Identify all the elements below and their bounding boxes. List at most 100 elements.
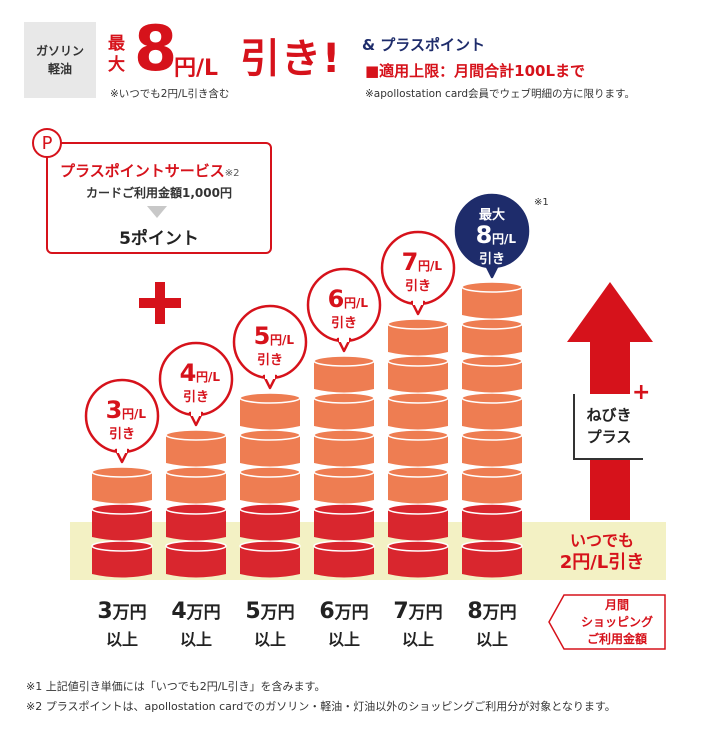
small-plus-icon: + [632, 380, 651, 405]
coin [314, 361, 374, 393]
coin [92, 546, 152, 578]
coin [240, 509, 300, 541]
max-value: 8 [134, 12, 178, 85]
tier-amount: 6万円 [307, 598, 381, 627]
tier-suffix: 以上 [253, 630, 286, 649]
coin-top [313, 466, 375, 478]
coin-top [461, 540, 523, 552]
discount-word: 引き! [240, 36, 342, 82]
discount-bubble: 4 円/L 引き [158, 341, 234, 427]
footnote-2: ※2 プラスポイントは、apollostation cardでのガソリン・軽油・… [26, 700, 616, 713]
bubble-discount-value: 5 [254, 322, 271, 350]
tier-amount: 7万円 [381, 598, 455, 627]
spend-label: 月間 ショッピング ご利用金額 [572, 597, 662, 648]
discount-bubble: 7 円/L 引き [380, 230, 456, 316]
coin [314, 509, 374, 541]
tier-label: 3万円 以上 [85, 598, 159, 653]
coin [240, 398, 300, 430]
tier-label: 5万円以上 [233, 598, 307, 653]
bubble-tail-mask [191, 411, 201, 416]
coin-top [387, 503, 449, 515]
bubble-tail-mask [339, 337, 349, 342]
tier-suffix: 以上 [475, 630, 508, 649]
tier-amount-unit: 万円 [408, 603, 443, 623]
always-line-2: 2円/L引き [559, 552, 645, 573]
coin [462, 472, 522, 504]
tier-amount-value: 6 [319, 599, 335, 624]
coin-top [239, 466, 301, 478]
bubble-word: 引き [257, 353, 283, 368]
coin-stack [239, 392, 301, 578]
coin [462, 324, 522, 356]
spend-label-line-2: ショッピング [580, 615, 653, 629]
bubble-discount-value: 4 [180, 359, 197, 387]
bubble-word: 引き [331, 316, 357, 331]
bubble-discount-value: 8 [476, 221, 493, 249]
bubble-prefix: 最大 [479, 207, 505, 223]
coin [388, 546, 448, 578]
tier-amount: 5万円 [233, 598, 307, 627]
coin [388, 435, 448, 467]
bubble-discount-value: 3 [106, 396, 123, 424]
coin-top [91, 466, 153, 478]
coin [314, 472, 374, 504]
coin-top [387, 540, 449, 552]
coin [388, 324, 448, 356]
always-note: ※いつでも2円/L引き含む [110, 88, 230, 100]
coin-top [91, 503, 153, 515]
coin [462, 546, 522, 578]
coin [166, 435, 226, 467]
tier-amount: 8万円 [455, 598, 529, 627]
bubble-discount-value: 6 [328, 285, 345, 313]
coin [462, 435, 522, 467]
coin-top [239, 540, 301, 552]
tier-amount-value: 7 [393, 599, 409, 624]
tier-amount: 3万円 [85, 598, 159, 627]
coin-top [461, 429, 523, 441]
coin-top [313, 540, 375, 552]
discount-bubble: 5 円/L 引き [232, 304, 308, 390]
coin-top [165, 503, 227, 515]
footnote-1: ※1 上記値引き単価には「いつでも2円/L引き」を含みます。 [26, 680, 326, 693]
spend-label-line-1: 月間 [604, 598, 629, 612]
service-points: 5ポイント [119, 229, 199, 249]
max-label: 最大 [108, 34, 125, 75]
bubble-unit: 円/L [344, 296, 368, 310]
discount-bubble: 最大8 円/L 引き ※1 [454, 193, 549, 279]
coin [314, 435, 374, 467]
coin-top [165, 429, 227, 441]
coin-top [239, 503, 301, 515]
tier-suffix: 以上 [179, 630, 212, 649]
always-discount-label: いつでも 2円/L引き [540, 530, 664, 574]
tier-label: 8万円以上 [455, 598, 529, 653]
bubble-unit: 円/L [196, 370, 220, 384]
coin-top [239, 429, 301, 441]
apollo-card-note: ※apollostation card会員でウェブ明細の方に限ります。 [365, 88, 636, 100]
coin-top [461, 318, 523, 330]
coin-top [165, 466, 227, 478]
coin [240, 472, 300, 504]
service-ref: ※2 [224, 168, 240, 179]
coin [166, 509, 226, 541]
coin [314, 398, 374, 430]
coin [462, 398, 522, 430]
spend-label-line-3: ご利用金額 [586, 632, 647, 646]
coin-stack [313, 355, 375, 578]
bubble-tail-mask [117, 448, 127, 453]
plus-point-title: & プラスポイント [362, 36, 486, 54]
coin-top [387, 318, 449, 330]
bubble-note: ※1 [534, 197, 549, 208]
fuel-label-gasoline: ガソリン [35, 44, 84, 58]
bubble-unit: 円/L [122, 407, 146, 421]
coin-top [461, 466, 523, 478]
nebiki-line-1: ねびき [586, 406, 632, 424]
max-unit: 円/L [174, 56, 219, 81]
bubble-discount-value: 7 [402, 248, 419, 276]
coin-top [461, 392, 523, 404]
coin-top [387, 466, 449, 478]
coin-top [387, 429, 449, 441]
tier-amount-unit: 万円 [186, 603, 221, 623]
coin-top [313, 429, 375, 441]
bubble-tail-mask [413, 300, 423, 305]
